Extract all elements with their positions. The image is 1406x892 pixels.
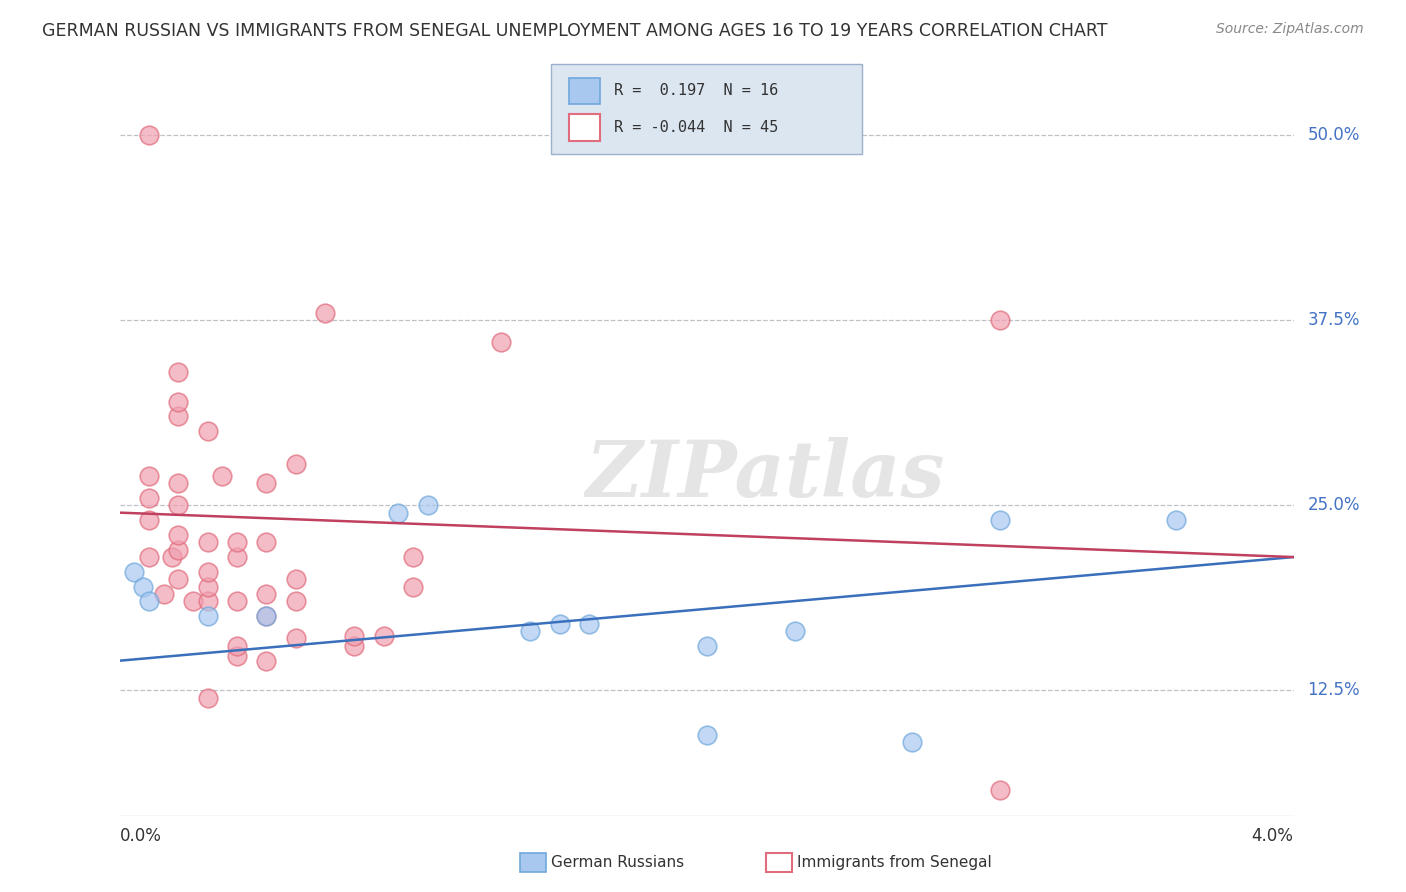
Point <box>402 580 425 594</box>
Text: GERMAN RUSSIAN VS IMMIGRANTS FROM SENEGAL UNEMPLOYMENT AMONG AGES 16 TO 19 YEARS: GERMAN RUSSIAN VS IMMIGRANTS FROM SENEGA… <box>42 22 1108 40</box>
Point <box>284 572 307 586</box>
Point <box>225 639 249 653</box>
Point <box>988 513 1011 527</box>
Point <box>152 587 174 601</box>
Point <box>988 782 1011 797</box>
Point <box>167 394 190 409</box>
Point <box>138 549 160 565</box>
Point <box>138 491 160 505</box>
Text: ZIPatlas: ZIPatlas <box>585 437 945 514</box>
Point <box>548 616 571 631</box>
Point <box>343 639 366 653</box>
Point <box>373 628 395 642</box>
Text: Immigrants from Senegal: Immigrants from Senegal <box>797 855 993 870</box>
Point <box>988 313 1011 327</box>
Point <box>138 594 160 608</box>
Point <box>696 728 718 742</box>
Point <box>578 616 600 631</box>
Point <box>783 624 806 639</box>
Point <box>167 476 190 491</box>
Point <box>254 609 277 624</box>
Point <box>284 457 307 471</box>
Text: 12.5%: 12.5% <box>1308 681 1360 699</box>
Point <box>167 528 190 542</box>
Point <box>122 565 145 579</box>
Text: 37.5%: 37.5% <box>1308 311 1360 329</box>
Point <box>416 498 439 512</box>
Point <box>197 609 219 624</box>
Point <box>314 306 336 320</box>
Text: Source: ZipAtlas.com: Source: ZipAtlas.com <box>1216 22 1364 37</box>
Point <box>254 587 277 601</box>
Point <box>197 594 219 608</box>
Point <box>225 594 249 608</box>
Point <box>225 649 249 664</box>
Point <box>138 468 160 483</box>
Text: R =  0.197  N = 16: R = 0.197 N = 16 <box>614 84 779 98</box>
Point <box>254 654 277 668</box>
Point <box>197 580 219 594</box>
Text: 50.0%: 50.0% <box>1308 126 1360 144</box>
Point <box>197 690 219 705</box>
Point <box>167 498 190 512</box>
Text: 4.0%: 4.0% <box>1251 827 1294 845</box>
Text: 0.0%: 0.0% <box>120 827 162 845</box>
Point <box>167 409 190 424</box>
Point <box>402 549 425 565</box>
Point <box>132 580 155 594</box>
Point <box>167 365 190 379</box>
Point <box>225 549 249 565</box>
Point <box>138 128 160 142</box>
Point <box>284 594 307 608</box>
Point <box>167 572 190 586</box>
Text: R = -0.044  N = 45: R = -0.044 N = 45 <box>614 120 779 135</box>
Point <box>197 565 219 579</box>
Point <box>162 549 184 565</box>
Point <box>197 424 219 438</box>
Point <box>197 535 219 549</box>
Text: 25.0%: 25.0% <box>1308 496 1360 514</box>
Point <box>167 542 190 557</box>
Point <box>254 535 277 549</box>
Point <box>901 735 924 749</box>
Point <box>254 476 277 491</box>
Point <box>1164 513 1187 527</box>
Point <box>254 609 277 624</box>
Point <box>489 335 512 350</box>
Point <box>519 624 541 639</box>
Point <box>225 535 249 549</box>
Point <box>138 513 160 527</box>
Point <box>211 468 233 483</box>
Point <box>343 628 366 642</box>
Point <box>387 506 409 520</box>
Point <box>284 632 307 646</box>
Point <box>696 639 718 653</box>
Point <box>181 594 204 608</box>
Text: German Russians: German Russians <box>551 855 685 870</box>
